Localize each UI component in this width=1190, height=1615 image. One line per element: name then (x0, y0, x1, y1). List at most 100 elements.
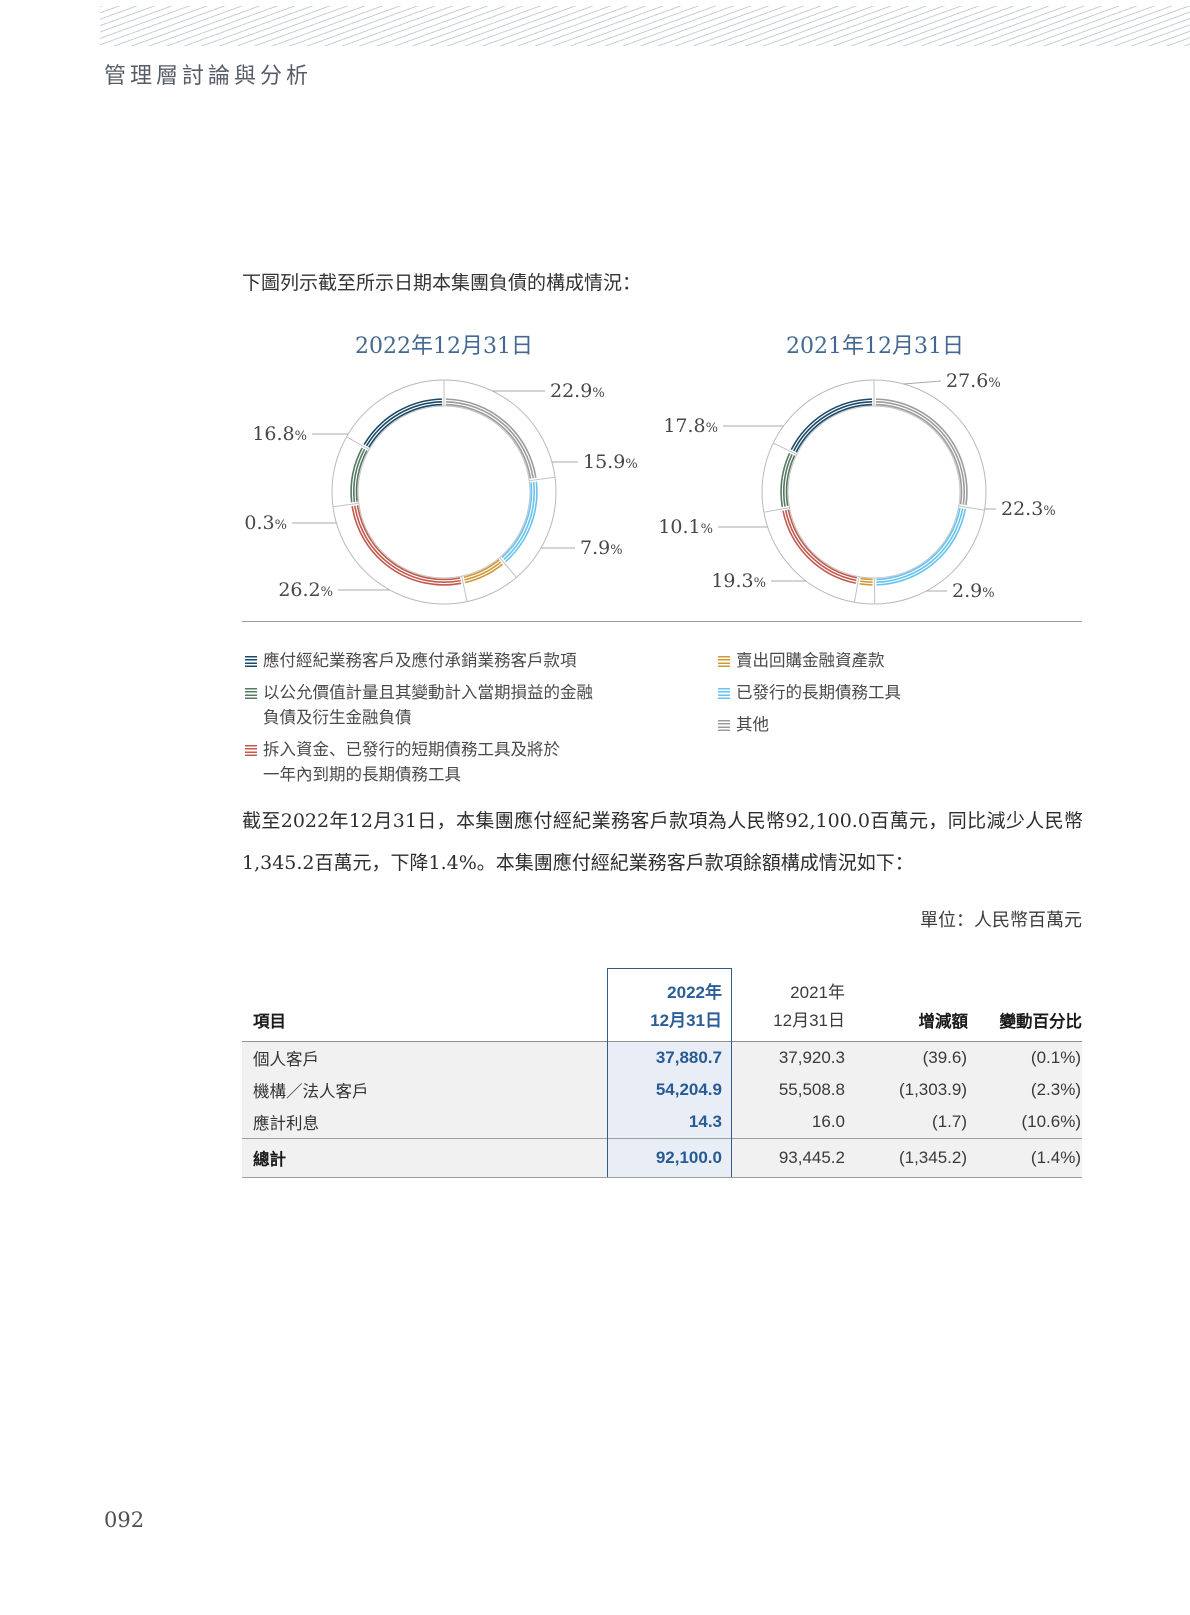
donut-segment (445, 403, 532, 479)
percent-label: 26.2% (278, 579, 333, 601)
legend-item-label: 應付經紀業務客戶及應付承銷業務客戶款項 (263, 651, 577, 670)
legend-item-label: 以公允價值計量且其變動計入當期損益的金融 負債及衍生金融負債 (263, 683, 593, 727)
table-cell-change: (1,345.2) (846, 1139, 968, 1177)
legend-item-label: 拆入資金、已發行的短期債務工具及將於 一年內到期的長期債務工具 (263, 740, 560, 784)
legend-stripes-icon (718, 656, 730, 667)
percent-sign: % (706, 421, 718, 436)
percent-sign: % (701, 522, 713, 537)
percent-label: 19.3% (711, 570, 766, 592)
percent-label: 22.9% (550, 380, 605, 402)
section-title: 管理層討論與分析 (104, 64, 313, 89)
donut-segment (787, 509, 858, 579)
table-row-label: 機構／法人客戶 (242, 1074, 607, 1106)
donut-inner-ring (357, 405, 531, 579)
table-header-2022: 2022年 12月31日 (607, 968, 732, 1041)
donut-segment (783, 453, 793, 507)
donut-segment (350, 447, 363, 503)
percent-label: 2.9% (952, 580, 995, 602)
percent-label: 10.1% (658, 516, 713, 538)
percent-sign: % (275, 518, 287, 533)
percent-sign: % (988, 376, 1000, 391)
legend-stripes-icon (245, 745, 257, 756)
donut-segment (790, 398, 873, 451)
segment-divider (853, 576, 860, 603)
percent-sign: % (592, 386, 604, 401)
legend-item-label: 其他 (736, 715, 769, 734)
divider-line (242, 621, 1082, 622)
balance-table: 項目 2022年 12月31日 2021年 12月31日 增減額 變動百分比 個… (242, 968, 1082, 1178)
donut-segment (876, 508, 964, 583)
chart-legend-right: 賣出回購金融資產款已發行的長期債務工具其他 (718, 648, 1078, 744)
donut-outer-ring (331, 379, 557, 605)
table-header-2021: 2021年 12月31日 (732, 968, 846, 1041)
table-row-label: 應計利息 (242, 1106, 607, 1138)
donut-segment (875, 401, 965, 505)
percent-sign: % (295, 429, 307, 444)
legend-stripes-icon (245, 656, 257, 667)
legend-item: 應付經紀業務客戶及應付承銷業務客戶款項 (245, 648, 705, 673)
donut-segment (363, 398, 443, 445)
segment-divider (499, 557, 517, 578)
table-header-2021-date: 12月31日 (773, 1011, 845, 1030)
donut-segment (445, 401, 534, 479)
percent-sign: % (1043, 504, 1055, 519)
table-cell-2021: 93,445.2 (732, 1139, 846, 1177)
legend-stripes-icon (245, 688, 257, 699)
page-number: 092 (104, 1508, 145, 1532)
donut-segment (793, 401, 873, 452)
table-cell-pct: (0.1%) (968, 1042, 1082, 1074)
table-row-label: 總計 (242, 1139, 607, 1177)
hatch-band (100, 6, 1190, 46)
table-bottom-rule (242, 1177, 1082, 1178)
table-cell-2022: 92,100.0 (607, 1139, 732, 1177)
table-header-2021-year: 2021年 (790, 983, 845, 1002)
unit-note: 單位：人民幣百萬元 (920, 910, 1082, 930)
donut-segment (876, 508, 967, 586)
legend-item: 以公允價值計量且其變動計入當期損益的金融 負債及衍生金融負債 (245, 680, 705, 730)
donut-chart-2022: 22.9% 15.9% 7.9% 26.2% 10.3% 16.8% (242, 379, 638, 605)
table-cell-pct: (2.3%) (968, 1074, 1082, 1106)
percent-label: 17.8% (663, 415, 718, 437)
percent-label: 10.3% (242, 512, 287, 534)
chart-legend-left: 應付經紀業務客戶及應付承銷業務客戶款項以公允價值計量且其變動計入當期損益的金融負… (245, 648, 705, 794)
table-blue-border-left (607, 968, 608, 1177)
table-cell-change: (39.6) (846, 1042, 968, 1074)
donut-outer-ring (761, 379, 987, 605)
legend-stripes-icon (718, 720, 730, 731)
donut-segment (356, 505, 461, 581)
table-cell-change: (1.7) (846, 1106, 968, 1138)
segment-divider (958, 505, 985, 511)
percent-label: 7.9% (580, 537, 623, 559)
percent-sign: % (754, 576, 766, 591)
donut-segment (503, 481, 535, 561)
percent-label: 15.9% (583, 451, 638, 473)
donut-segment (501, 482, 533, 559)
donut-segment (354, 505, 461, 583)
table-cell-2022: 14.3 (607, 1106, 732, 1138)
donut-segment (445, 398, 537, 478)
table-header-2022-year: 2022年 (667, 983, 722, 1002)
segment-divider (529, 476, 556, 482)
donut-segment (351, 506, 462, 586)
donut-segment (785, 455, 796, 507)
donut-segment (355, 450, 368, 502)
table-cell-2021: 37,920.3 (732, 1042, 846, 1074)
donut-segment (353, 448, 366, 503)
donut-segment (875, 398, 968, 506)
chart-title-2021: 2021年12月31日 (786, 334, 964, 359)
donut-segment (780, 452, 791, 508)
table-cell-2021: 16.0 (732, 1106, 846, 1138)
segment-divider (332, 502, 359, 508)
table-cell-change: (1,303.9) (846, 1074, 968, 1106)
table-cell-2022: 37,880.7 (607, 1042, 732, 1074)
segment-divider (461, 576, 468, 602)
donut-segment (782, 510, 856, 584)
table-blue-border-right (731, 968, 732, 1177)
legend-item: 已發行的長期債務工具 (718, 680, 1078, 705)
donut-segment (875, 403, 963, 505)
table-header-pct: 變動百分比 (999, 1013, 1083, 1031)
table-cell-pct: (1.4%) (968, 1139, 1082, 1177)
legend-item-label: 賣出回購金融資產款 (736, 651, 885, 670)
donut-segment (463, 559, 500, 579)
